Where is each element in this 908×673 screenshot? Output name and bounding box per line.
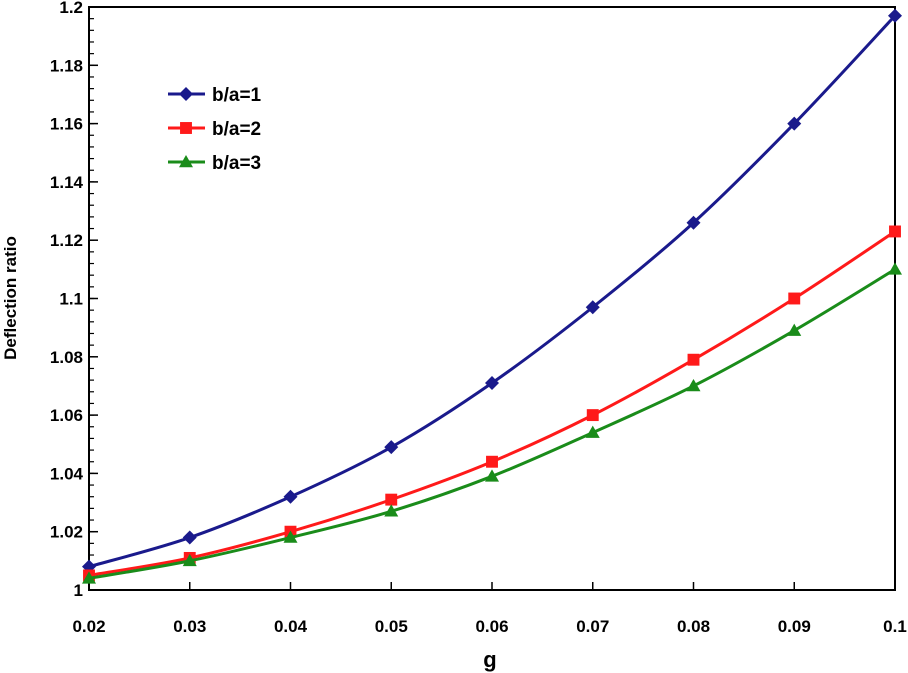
series-1 bbox=[82, 8, 902, 574]
y-axis-ticks: 1 1.02 1.04 1.06 1.08 1.1 1.12 1.14 1.16 1.18 1.2 bbox=[50, 0, 98, 600]
y-tick-label: 1.18 bbox=[50, 56, 83, 75]
x-tick-label: 0.1 bbox=[883, 617, 907, 636]
legend-item: b/a=3 bbox=[168, 153, 261, 174]
data-point bbox=[686, 215, 701, 230]
data-point bbox=[182, 530, 197, 545]
y-tick-label: 1.12 bbox=[50, 231, 83, 250]
legend-label: b/a=3 bbox=[212, 153, 261, 174]
x-axis-title: g bbox=[483, 647, 496, 672]
legend-marker bbox=[180, 122, 192, 134]
data-point bbox=[888, 262, 902, 275]
y-tick-label: 1.04 bbox=[50, 464, 84, 483]
series-layer bbox=[82, 8, 902, 584]
y-tick-label: 1.02 bbox=[50, 523, 83, 542]
legend-label: b/a=2 bbox=[212, 119, 261, 140]
series-line bbox=[88, 14, 897, 569]
legend-item: b/a=1 bbox=[168, 85, 262, 106]
y-tick-label: 1.16 bbox=[50, 115, 83, 134]
data-point bbox=[787, 116, 802, 131]
data-point bbox=[82, 571, 96, 584]
y-tick-label: 1.08 bbox=[50, 348, 83, 367]
x-axis-ticks: 0.02 0.03 0.04 0.05 0.06 0.07 0.08 0.09 0.1 bbox=[72, 582, 907, 636]
legend-item: b/a=2 bbox=[168, 119, 261, 140]
y-tick-label: 1 bbox=[74, 581, 83, 600]
legend-marker bbox=[179, 155, 193, 168]
data-point bbox=[384, 504, 399, 517]
y-axis-title: Deflection ratio bbox=[1, 236, 20, 360]
data-point bbox=[889, 225, 901, 238]
data-point bbox=[384, 440, 399, 455]
data-point bbox=[686, 378, 701, 392]
y-tick-label: 1.1 bbox=[59, 290, 83, 309]
y-tick-label: 1.2 bbox=[59, 0, 83, 17]
y-tick-label: 1.06 bbox=[50, 406, 83, 425]
x-tick-label: 0.04 bbox=[274, 617, 308, 636]
legend-label: b/a=1 bbox=[212, 85, 262, 106]
data-point bbox=[485, 376, 499, 391]
data-point bbox=[585, 425, 600, 438]
legend: b/a=1 b/a=2 b/a=3 bbox=[168, 85, 262, 174]
x-tick-label: 0.08 bbox=[677, 617, 710, 636]
plot-frame bbox=[88, 6, 896, 591]
data-point bbox=[485, 469, 499, 482]
x-tick-label: 0.06 bbox=[475, 617, 508, 636]
data-point bbox=[687, 353, 700, 366]
x-tick-label: 0.05 bbox=[375, 617, 408, 636]
data-point bbox=[182, 553, 197, 567]
x-tick-label: 0.02 bbox=[72, 617, 105, 636]
series-line bbox=[88, 268, 896, 580]
y-tick-label: 1.14 bbox=[50, 173, 84, 192]
data-point bbox=[787, 323, 802, 336]
data-point bbox=[888, 8, 902, 23]
data-point bbox=[385, 493, 398, 506]
data-point bbox=[283, 530, 298, 543]
data-point bbox=[586, 409, 599, 422]
series-line bbox=[88, 230, 896, 577]
data-point bbox=[788, 292, 801, 305]
data-point bbox=[585, 300, 600, 315]
x-tick-label: 0.09 bbox=[778, 617, 811, 636]
x-tick-label: 0.07 bbox=[576, 617, 609, 636]
series-3 bbox=[82, 262, 902, 584]
data-point bbox=[283, 489, 298, 504]
x-tick-label: 0.03 bbox=[173, 617, 206, 636]
series-2 bbox=[83, 225, 901, 582]
data-point bbox=[486, 455, 498, 468]
legend-marker bbox=[179, 87, 193, 101]
